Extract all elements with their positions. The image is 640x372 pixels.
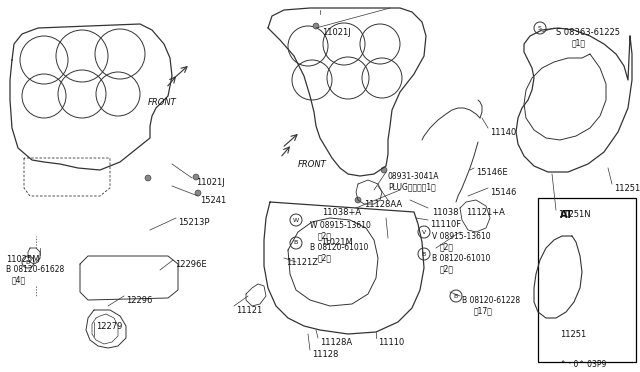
Text: FRONT: FRONT xyxy=(298,160,327,169)
Text: V 08915-13610: V 08915-13610 xyxy=(432,232,491,241)
Circle shape xyxy=(195,190,201,196)
Text: B 08120-61010: B 08120-61010 xyxy=(310,243,369,252)
Text: 15241: 15241 xyxy=(200,196,227,205)
Circle shape xyxy=(313,23,319,29)
Text: （2）: （2） xyxy=(440,242,454,251)
Text: 11251: 11251 xyxy=(560,330,586,339)
Circle shape xyxy=(145,175,151,181)
Text: W: W xyxy=(293,218,299,222)
Text: B 08120-61628: B 08120-61628 xyxy=(6,265,64,274)
Text: 11121+A: 11121+A xyxy=(466,208,505,217)
Text: 15146: 15146 xyxy=(490,188,516,197)
Text: 12279: 12279 xyxy=(96,322,122,331)
Text: B 08120-61228: B 08120-61228 xyxy=(462,296,520,305)
Circle shape xyxy=(355,197,361,203)
Text: S: S xyxy=(538,26,542,31)
Text: B 08120-61010: B 08120-61010 xyxy=(432,254,490,263)
Circle shape xyxy=(381,167,387,173)
Bar xyxy=(538,198,636,362)
Text: AT: AT xyxy=(560,210,573,220)
Text: W 08915-13610: W 08915-13610 xyxy=(310,221,371,230)
Text: 11128A: 11128A xyxy=(320,338,352,347)
Circle shape xyxy=(193,174,199,180)
Text: （2）: （2） xyxy=(440,264,454,273)
Text: FRONT: FRONT xyxy=(148,98,177,107)
Text: 11038+A: 11038+A xyxy=(322,208,361,217)
Text: 11140: 11140 xyxy=(490,128,516,137)
Text: PLUGプラグ（1）: PLUGプラグ（1） xyxy=(388,182,436,191)
Text: 11121: 11121 xyxy=(236,306,262,315)
Text: 11121Z: 11121Z xyxy=(286,258,318,267)
Text: 11128: 11128 xyxy=(312,350,339,359)
Text: （2）: （2） xyxy=(318,231,332,240)
Text: （17）: （17） xyxy=(474,306,493,315)
Text: 08931-3041A: 08931-3041A xyxy=(388,172,440,181)
Text: V: V xyxy=(422,230,426,234)
Text: I1021M: I1021M xyxy=(322,238,353,247)
Text: 11025M: 11025M xyxy=(6,255,40,264)
Text: （2）: （2） xyxy=(318,253,332,262)
Text: 15213P: 15213P xyxy=(178,218,209,227)
Text: （1）: （1） xyxy=(572,38,586,47)
Text: B: B xyxy=(294,241,298,246)
Text: 11251N: 11251N xyxy=(558,210,591,219)
Text: ^ · 0^ 03P9: ^ · 0^ 03P9 xyxy=(560,360,606,369)
Text: B: B xyxy=(422,251,426,257)
Text: 11128AA: 11128AA xyxy=(364,200,402,209)
Text: 15146E: 15146E xyxy=(476,168,508,177)
Text: S 08363-61225: S 08363-61225 xyxy=(556,28,620,37)
Text: 11251: 11251 xyxy=(614,184,640,193)
Text: 11021J: 11021J xyxy=(322,28,351,37)
Text: 11021J: 11021J xyxy=(196,178,225,187)
Text: 12296E: 12296E xyxy=(175,260,207,269)
Text: （4）: （4） xyxy=(12,275,26,284)
Text: 11038: 11038 xyxy=(432,208,458,217)
Text: 11110F: 11110F xyxy=(430,220,461,229)
Text: 11110: 11110 xyxy=(378,338,404,347)
Text: 12296: 12296 xyxy=(126,296,152,305)
Text: B: B xyxy=(454,294,458,298)
Text: B: B xyxy=(26,260,30,264)
